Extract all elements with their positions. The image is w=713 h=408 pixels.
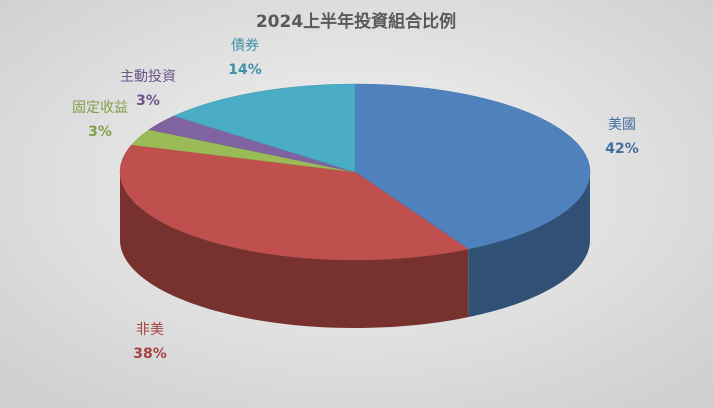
category-label: 非美 bbox=[136, 322, 164, 338]
slice-side bbox=[468, 172, 590, 318]
value-label: 14% bbox=[228, 62, 262, 78]
slice bbox=[354, 83, 591, 250]
slice bbox=[173, 83, 356, 173]
slice-side bbox=[120, 172, 469, 329]
category-label: 債券 bbox=[231, 38, 259, 54]
value-label: 3% bbox=[88, 124, 112, 140]
slice bbox=[119, 144, 469, 261]
value-label: 3% bbox=[136, 93, 160, 109]
value-label: 42% bbox=[605, 141, 639, 157]
category-label: 固定收益 bbox=[72, 100, 128, 116]
chart-title: 2024上半年投資組合比例 bbox=[256, 11, 456, 32]
category-label: 美國 bbox=[608, 117, 636, 133]
value-label: 38% bbox=[133, 346, 167, 362]
category-label: 主動投資 bbox=[120, 69, 176, 85]
